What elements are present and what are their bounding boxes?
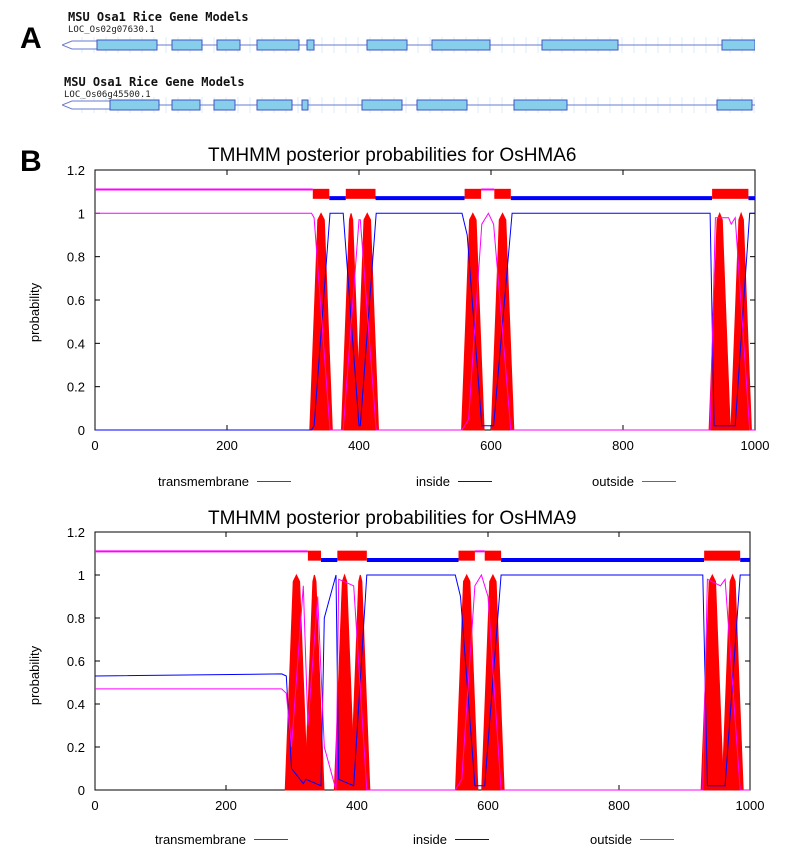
tm-peak	[309, 212, 333, 431]
y-tick-label: 0	[78, 783, 85, 798]
y-tick-label: 1.2	[67, 525, 85, 540]
y-tick-label: 0	[78, 423, 85, 438]
legend-transmembrane: transmembrane	[155, 832, 289, 847]
legend-label: outside	[590, 832, 632, 847]
inside-line	[94, 574, 750, 787]
exon-box	[716, 99, 753, 111]
topology-tm	[337, 550, 367, 561]
legend-swatch	[257, 481, 292, 482]
y-tick-label: 0.6	[67, 293, 85, 308]
exon-box	[431, 39, 491, 51]
y-tick-label: 0.4	[67, 336, 85, 351]
x-tick-label: 200	[215, 798, 237, 813]
x-tick-label: 600	[480, 438, 502, 453]
gene-model-title: MSU Osa1 Rice Gene Models	[64, 75, 245, 89]
exon-box	[171, 39, 203, 51]
exon-box	[171, 99, 201, 111]
topology-tm	[704, 550, 741, 561]
tmhmm-plot-oshma6: 0 0.2 0.4 0.6 0.8 1 1.2 0 200 400 600 800 1000	[67, 163, 770, 453]
exon-box	[513, 99, 568, 111]
inside-line	[95, 212, 755, 431]
x-tick-label: 400	[346, 798, 368, 813]
x-tick-label: 1000	[741, 438, 770, 453]
topology-tm	[345, 188, 376, 199]
topology-tm	[307, 550, 321, 561]
legend-label: transmembrane	[155, 832, 247, 847]
exon-box	[213, 99, 236, 111]
chart-title: TMHMM posterior probabilities for OsHMA6	[208, 145, 577, 166]
legend-label: outside	[592, 474, 634, 489]
y-tick-label: 1	[78, 568, 85, 583]
exon-box	[301, 99, 309, 111]
outside-line	[95, 573, 750, 791]
tm-peak	[708, 211, 731, 431]
panel-label-b: B	[20, 145, 42, 178]
gene-locus-id: LOC_Os02g07630.1	[68, 25, 155, 35]
tm-peak	[355, 212, 380, 431]
topology-tm	[458, 550, 475, 561]
tm-peak	[304, 574, 325, 791]
outside-line	[95, 212, 755, 431]
y-tick-label: 1.2	[67, 163, 85, 178]
x-tick-label: 200	[216, 438, 238, 453]
topology-tm	[484, 550, 502, 561]
gene-model-track-2: MSU Osa1 Rice Gene Models LOC_Os06g45500…	[62, 75, 755, 127]
exon-box	[96, 39, 158, 51]
legend-swatch	[454, 839, 489, 840]
exon-box	[216, 39, 241, 51]
utr-shape	[62, 100, 111, 110]
panel-label-a: A	[20, 22, 42, 55]
y-tick-label: 0.8	[67, 611, 85, 626]
legend-transmembrane: transmembrane	[158, 474, 292, 489]
tmhmm-plot-oshma9: 0 0.2 0.4 0.6 0.8 1 1.2 0 200 400 600 800 1000	[67, 525, 765, 813]
y-tick-label: 0.8	[67, 250, 85, 265]
legend-outside: outside	[590, 832, 674, 847]
exon-box	[256, 99, 293, 111]
plot-area	[94, 531, 751, 791]
legend-swatch	[639, 839, 674, 840]
topology-tm	[464, 188, 482, 199]
legend-inside: inside	[416, 474, 492, 489]
gene-model-title: MSU Osa1 Rice Gene Models	[68, 10, 249, 24]
y-tick-label: 1	[78, 206, 85, 221]
legend-outside: outside	[592, 474, 676, 489]
exon-box	[306, 39, 315, 51]
exon-box	[541, 39, 619, 51]
gene-structure-diagram	[62, 37, 755, 53]
gene-locus-id: LOC_Os06g45500.1	[64, 90, 151, 100]
exon-box	[256, 39, 300, 51]
x-tick-label: 0	[91, 438, 98, 453]
x-tick-label: 0	[91, 798, 98, 813]
legend-swatch	[457, 481, 492, 482]
exon-box	[366, 39, 408, 51]
legend-swatch	[254, 839, 289, 840]
plot-area	[94, 169, 756, 431]
gene-model-track-1: MSU Osa1 Rice Gene Models LOC_Os02g07630…	[62, 10, 755, 62]
topology-tm	[312, 188, 330, 199]
chart-title: TMHMM posterior probabilities for OsHMA9	[208, 508, 577, 529]
x-tick-label: 800	[608, 798, 630, 813]
legend-label: transmembrane	[158, 474, 250, 489]
exon-box	[416, 99, 468, 111]
legend-inside: inside	[413, 832, 489, 847]
topology-tm	[494, 188, 511, 199]
x-tick-label: 400	[348, 438, 370, 453]
y-tick-label: 0.2	[67, 380, 85, 395]
topology-tm	[712, 188, 749, 199]
legend-swatch	[641, 481, 676, 482]
gene-structure-diagram	[62, 97, 755, 113]
exon-box	[361, 99, 403, 111]
x-tick-label: 600	[477, 798, 499, 813]
exon-box	[109, 99, 160, 111]
legend-label: inside	[413, 832, 447, 847]
legend-label: inside	[416, 474, 450, 489]
y-tick-label: 0.2	[67, 740, 85, 755]
utr-shape	[62, 40, 98, 50]
y-tick-label: 0.6	[67, 654, 85, 669]
x-tick-label: 1000	[736, 798, 765, 813]
exon-box	[721, 39, 755, 51]
y-tick-label: 0.4	[67, 697, 85, 712]
x-tick-label: 800	[612, 438, 634, 453]
